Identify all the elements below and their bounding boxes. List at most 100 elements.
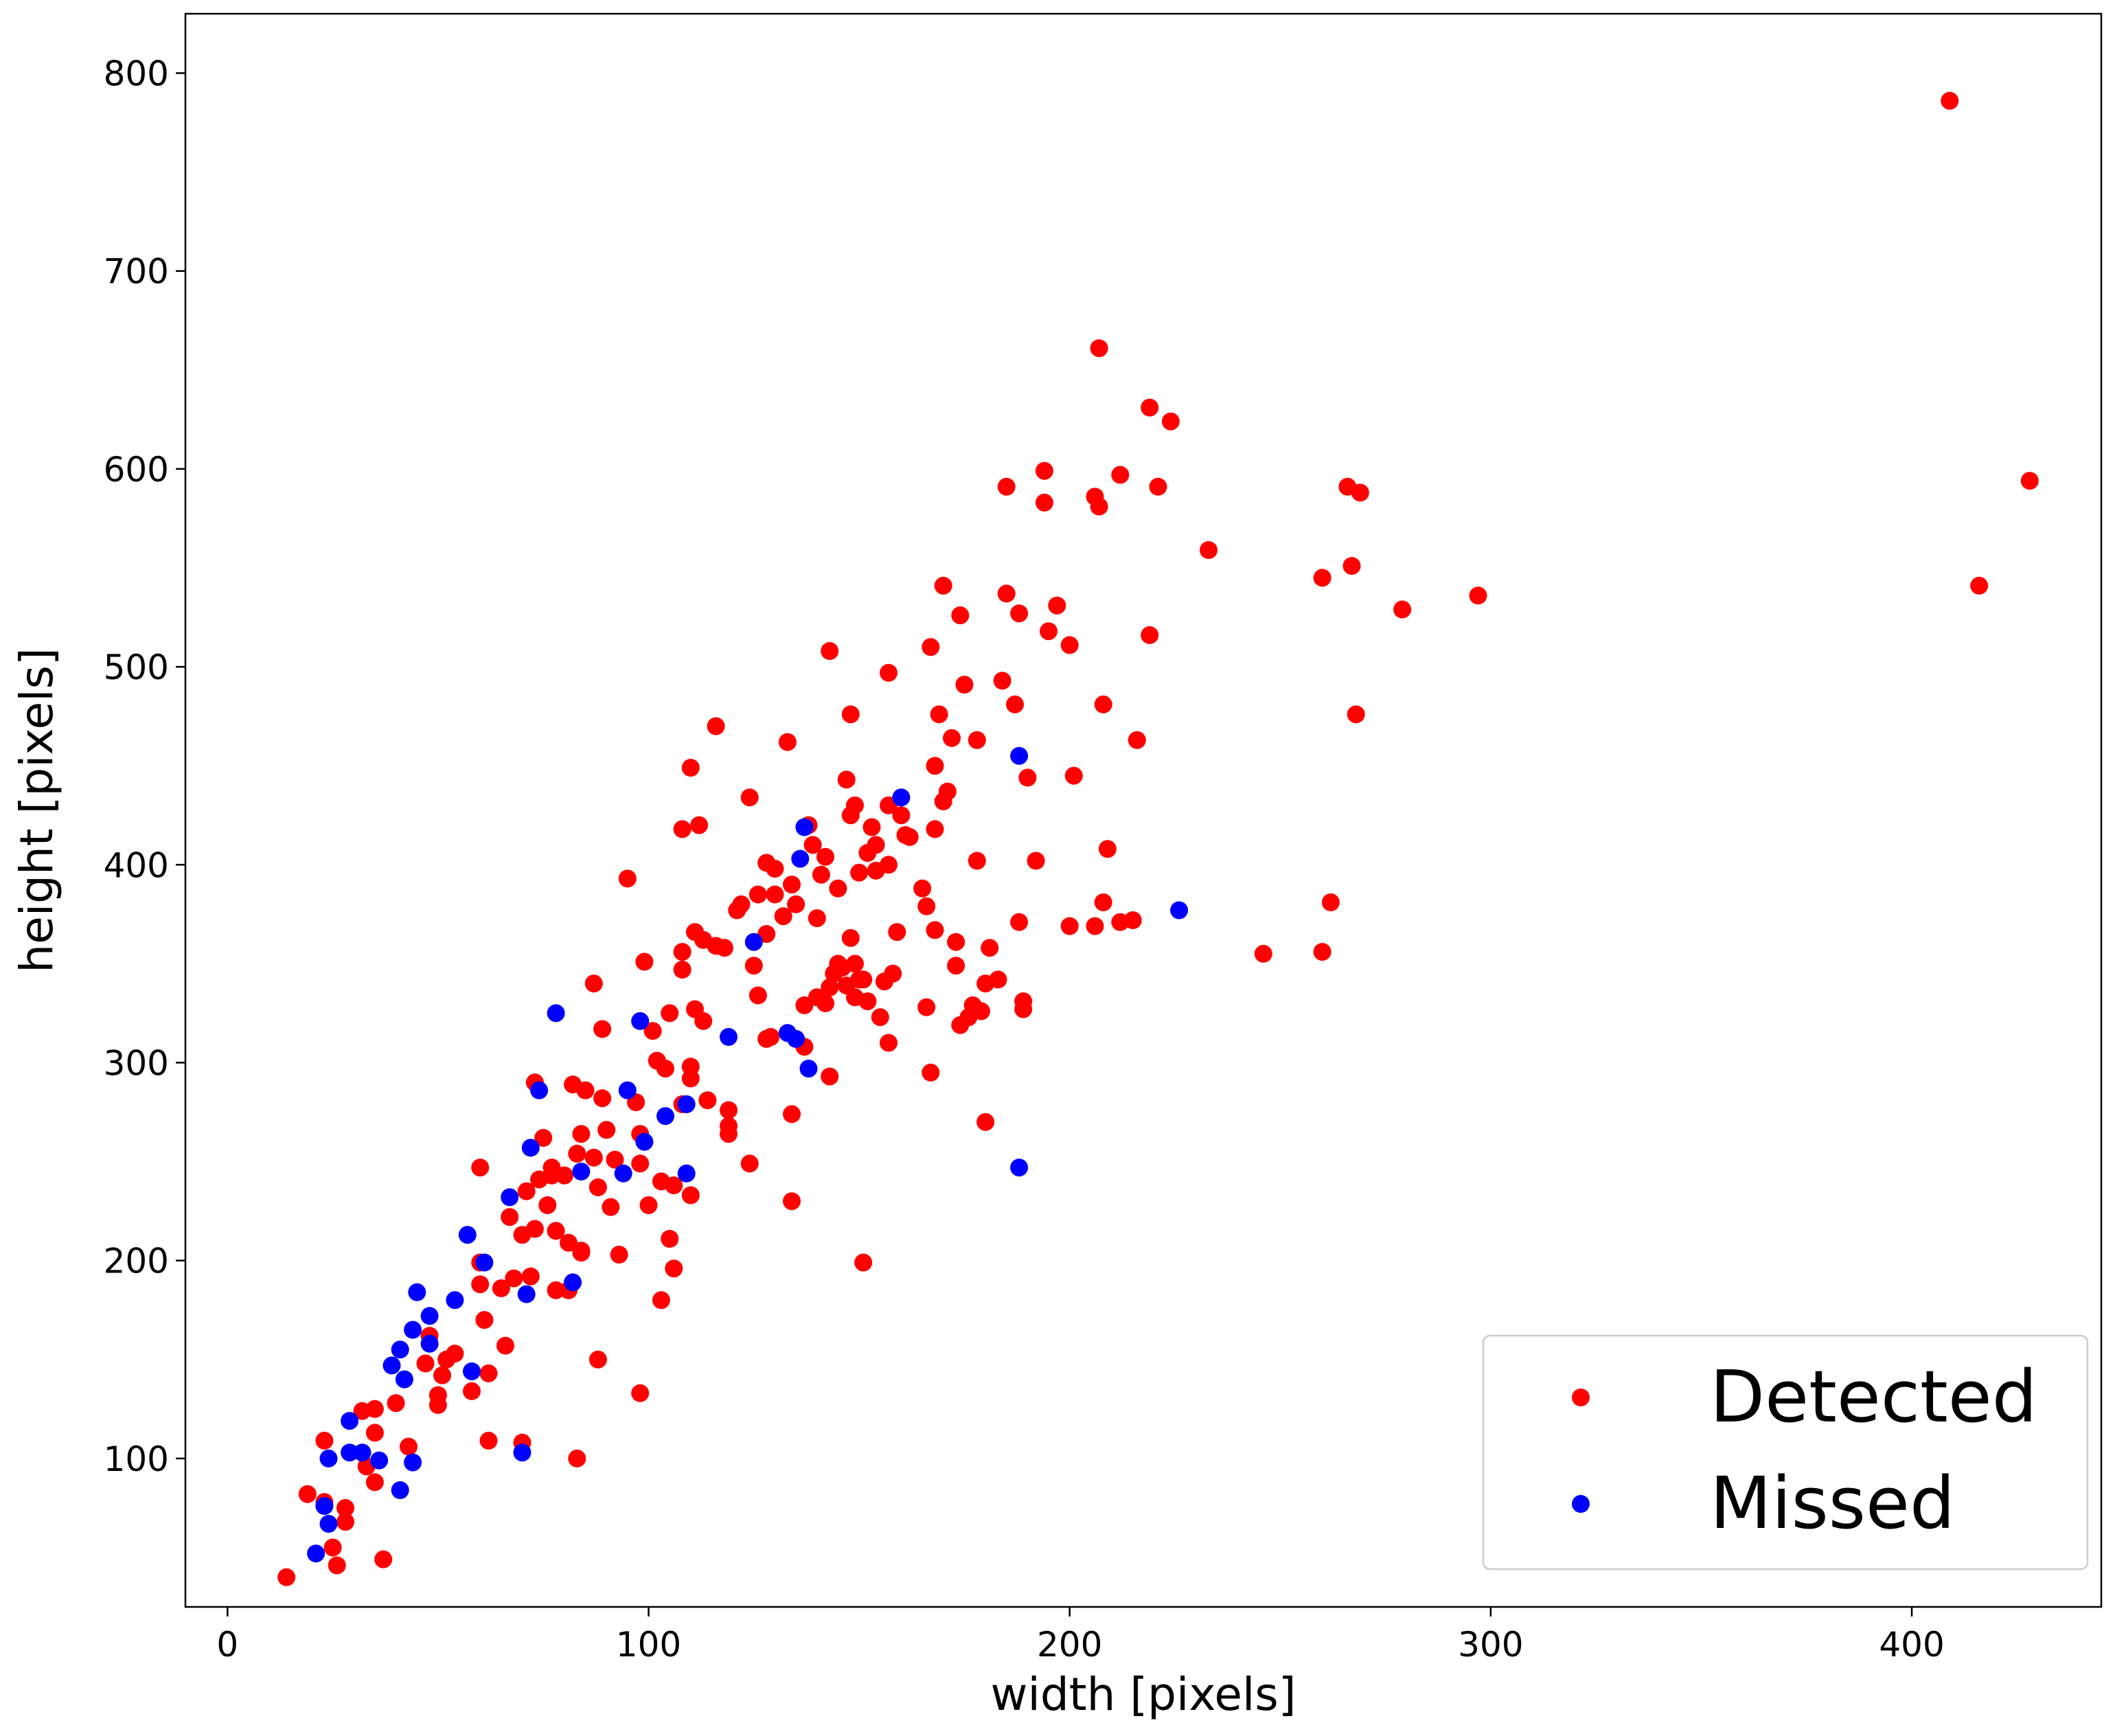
detected-point [922,1063,940,1082]
missed-point [353,1443,371,1462]
detected-point [892,806,911,825]
detected-point [665,1259,683,1278]
detected-point [681,759,700,777]
y-tick-label: 600 [104,450,169,490]
detected-point [681,1186,700,1204]
detected-point [416,1354,435,1373]
y-tick-label: 400 [104,845,169,885]
missed-point [382,1356,401,1375]
detected-point [673,943,691,961]
detected-point [400,1437,418,1456]
detected-point [665,1176,683,1195]
detected-point [336,1498,354,1517]
missed-point [677,1095,696,1113]
missed-point [391,1481,409,1499]
detected-point [365,1473,384,1492]
detected-point [568,1449,586,1467]
missed-point [319,1449,338,1467]
detected-point [365,1424,384,1442]
missed-point [720,1028,738,1046]
detected-point [783,876,801,894]
detected-point [572,1244,591,1262]
detected-point [1347,705,1365,724]
detected-point [501,1208,519,1226]
detected-point [1128,731,1146,749]
y-tick-label: 500 [104,648,169,687]
detected-point [1200,541,1217,559]
detected-point [1351,483,1369,502]
missed-point [631,1012,650,1030]
detected-point [1342,557,1361,575]
detected-point [972,1002,990,1020]
detected-point [1469,586,1487,605]
detected-point [1086,917,1104,935]
detected-point [808,909,826,928]
detected-point [816,994,834,1012]
detected-point [576,1081,595,1099]
detected-point [1098,840,1117,858]
detected-point [1141,626,1159,644]
detected-point [643,1022,662,1040]
detected-point [1094,695,1112,713]
detected-point [858,992,877,1011]
detected-point [880,663,898,682]
detected-point [766,885,784,904]
detected-point [1161,412,1180,431]
missed-point [677,1164,696,1183]
detected-point [1941,91,1959,110]
legend-box [1482,1334,2089,1571]
detected-point [778,733,797,751]
detected-point [930,705,948,724]
detected-point [277,1568,296,1586]
detected-point [850,863,869,882]
detected-point [943,729,961,747]
x-tick-label: 100 [616,1625,681,1665]
detected-point [298,1485,317,1503]
detected-point [555,1166,573,1185]
missed-point [1010,746,1029,765]
detected-point [618,869,637,888]
detected-point [821,978,839,996]
detected-point [880,1033,898,1052]
detected-point [854,970,873,989]
detected-point [428,1386,447,1404]
missed-point [395,1370,413,1389]
missed-point [475,1253,494,1272]
detected-point [639,1196,658,1214]
missed-point [799,1060,818,1078]
detected-point [989,970,1007,989]
detected-point [841,928,860,947]
detected-point [471,1275,490,1294]
missed-point [787,1029,805,1048]
detected-point [783,1192,801,1211]
detected-point [1040,622,1058,641]
detected-point [1393,600,1412,619]
missed-point [513,1443,531,1462]
detected-point [446,1345,464,1363]
missed-point [892,788,911,807]
detected-point [867,836,885,854]
detected-point [732,895,751,913]
missed-point [420,1307,439,1325]
detected-point [323,1538,342,1557]
missed-point [1010,1158,1029,1177]
detected-point [1035,461,1053,480]
detected-point [841,705,860,724]
detected-point [1027,852,1045,870]
x-tick-label: 300 [1458,1625,1523,1665]
detected-point [656,1060,674,1078]
missed-point [521,1139,540,1157]
detected-point [1006,695,1024,713]
detected-point [1149,477,1167,496]
y-tick-label: 700 [104,252,169,292]
detected-point [606,1150,624,1169]
missed-point [458,1226,477,1244]
data-points [277,91,2039,1586]
detected-point [947,933,965,951]
detected-point [374,1550,393,1568]
detected-point [661,1230,679,1248]
detected-point [517,1182,536,1200]
detected-point [673,961,691,979]
detected-point [635,952,654,971]
